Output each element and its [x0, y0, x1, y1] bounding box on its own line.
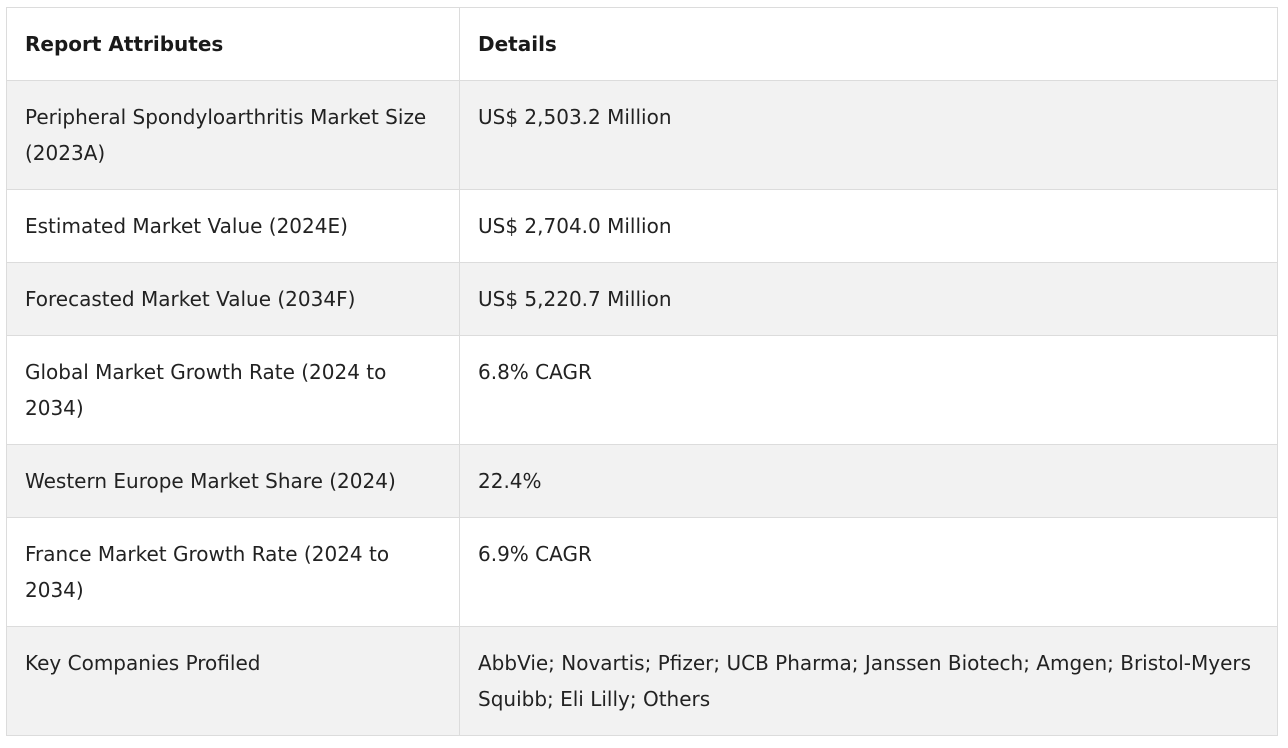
detail-cell: US$ 5,220.7 Million [459, 262, 1278, 336]
column-header-attributes: Report Attributes [6, 7, 460, 81]
table-row: Estimated Market Value (2024E) US$ 2,704… [6, 189, 1278, 263]
detail-cell: US$ 2,704.0 Million [459, 189, 1278, 263]
attribute-cell: Western Europe Market Share (2024) [6, 444, 460, 518]
detail-cell: US$ 2,503.2 Million [459, 80, 1278, 190]
detail-cell: 6.9% CAGR [459, 517, 1278, 627]
table-row: Forecasted Market Value (2034F) US$ 5,22… [6, 262, 1278, 336]
table-row: Global Market Growth Rate (2024 to 2034)… [6, 335, 1278, 445]
attribute-cell: Global Market Growth Rate (2024 to 2034) [6, 335, 460, 445]
attribute-cell: Peripheral Spondyloarthritis Market Size… [6, 80, 460, 190]
table-row: France Market Growth Rate (2024 to 2034)… [6, 517, 1278, 627]
detail-cell: AbbVie; Novartis; Pfizer; UCB Pharma; Ja… [459, 626, 1278, 736]
table-header-row: Report Attributes Details [6, 7, 1278, 81]
detail-cell: 22.4% [459, 444, 1278, 518]
table-row: Western Europe Market Share (2024) 22.4% [6, 444, 1278, 518]
attribute-cell: Key Companies Profiled [6, 626, 460, 736]
report-attributes-table: Report Attributes Details Peripheral Spo… [6, 7, 1278, 736]
attribute-cell: France Market Growth Rate (2024 to 2034) [6, 517, 460, 627]
table-row: Key Companies Profiled AbbVie; Novartis;… [6, 626, 1278, 736]
table-row: Peripheral Spondyloarthritis Market Size… [6, 80, 1278, 190]
attribute-cell: Estimated Market Value (2024E) [6, 189, 460, 263]
attribute-cell: Forecasted Market Value (2034F) [6, 262, 460, 336]
column-header-details: Details [459, 7, 1278, 81]
detail-cell: 6.8% CAGR [459, 335, 1278, 445]
